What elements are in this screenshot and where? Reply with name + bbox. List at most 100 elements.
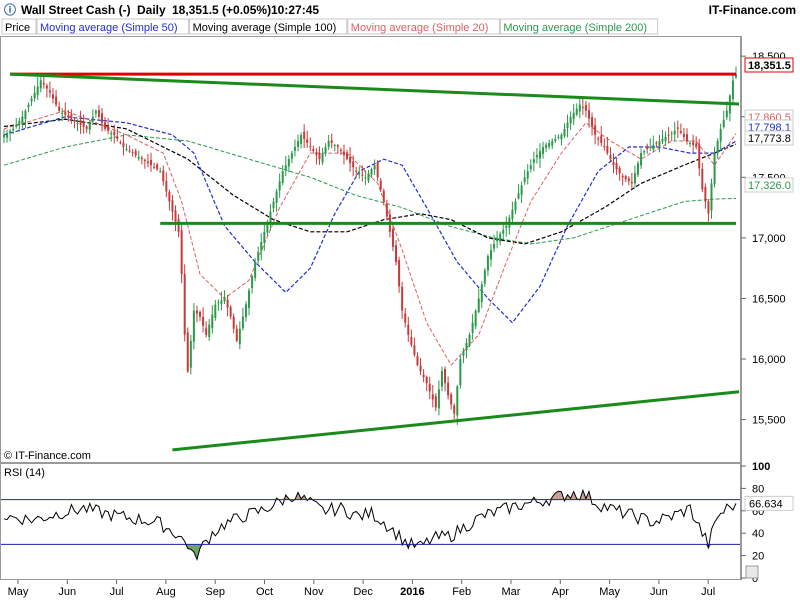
legend-item-1[interactable]: Moving average (Simple 50) [40,22,178,34]
candle-body [107,127,109,131]
candle-body [570,117,572,124]
legend-item-2[interactable]: Moving average (Simple 100) [193,22,337,34]
rsi-overbought-fill [558,491,561,499]
candle-body [52,94,54,98]
candle-body [322,153,324,162]
candle-body [594,125,596,135]
candle-body [392,229,394,247]
candle-body [496,238,498,241]
candle-body [383,191,385,202]
candle-body [24,111,26,119]
candle-body [668,135,670,136]
candle-body [456,386,458,415]
candle-body [181,230,183,274]
candle-body [260,242,262,251]
candle-body [168,192,170,202]
candle-body [625,176,627,179]
month-label-9: Feb [452,586,471,598]
candle-body [70,114,72,118]
candle-body [680,131,682,133]
candle-body [677,127,679,128]
candle-body [34,93,36,99]
candle-body [649,147,651,148]
candle-body [95,111,97,114]
candle-body [312,149,314,151]
svg-text:ⓘ: ⓘ [4,2,16,17]
candle-body [92,117,94,122]
candle-body [377,162,379,177]
candle-body [493,244,495,249]
candle-body [129,151,131,152]
candle-body [297,141,299,147]
candle-body [303,132,305,139]
candle-body [502,230,504,234]
candle-body [689,143,691,144]
candle-body [533,159,535,163]
candle-body [640,153,642,165]
candle-body [609,155,611,159]
candle-body [113,131,115,134]
candle-body [426,377,428,383]
candle-body [643,151,645,152]
legend-item-3[interactable]: Moving average (Simple 20) [351,22,489,34]
candle-body [441,371,443,387]
candle-body [122,143,124,147]
candle-body [328,141,330,147]
candle-body [545,145,547,148]
rsi-tick-label-1: 80 [752,483,764,495]
candle-body [637,163,639,175]
candle-body [367,173,369,181]
candle-body [196,311,198,314]
candle-body [603,146,605,147]
candle-body [655,143,657,144]
candle-body [153,167,155,168]
candle-body [358,173,360,174]
candle-body [631,182,633,184]
month-label-12: May [599,586,620,598]
month-label-11: Apr [552,586,569,598]
candle-body [55,97,57,105]
candle-body [453,405,455,413]
candle-body [233,317,235,329]
candle-body [585,105,587,111]
candle-body [61,113,63,114]
candle-body [147,162,149,164]
scroll-handle[interactable] [746,566,758,578]
candle-body [285,165,287,170]
candle-body [257,252,259,260]
legend-item-4[interactable]: Moving average (Simple 200) [503,22,647,34]
header-bar: ⓘ Wall Street Cash (-) Daily 18,351.5 (+… [4,2,796,17]
period-label: Daily [137,3,166,17]
month-label-6: Nov [304,586,324,598]
legend-item-0[interactable]: Price [5,22,30,34]
candle-body [450,394,452,404]
price-change-label: 18,351.5 (+0.05%) [172,3,271,17]
price-tick-label-3: 17,000 [752,233,786,245]
candle-body [588,110,590,119]
rsi-tick-label-3: 40 [752,528,764,540]
candle-body [217,302,219,303]
candle-body [21,117,23,124]
candle-body [478,298,480,312]
candle-body [340,150,342,151]
candle-body [116,137,118,139]
candle-body [101,113,103,123]
month-label-2: Jul [110,586,124,598]
candle-body [514,202,516,211]
candle-body [346,152,348,159]
candle-body [9,131,11,133]
candle-body [612,162,614,165]
candle-body [104,122,106,129]
info-icon[interactable]: ⓘ [4,2,16,17]
candle-body [6,133,8,138]
candle-body [563,129,565,136]
candle-body [628,178,630,181]
candle-body [551,141,553,146]
rsi-tick-label-4: 20 [752,551,764,563]
candle-body [337,145,339,147]
candle-body [469,335,471,346]
price-badge-4: 17,326.0 [748,180,791,192]
candle-body [404,313,406,322]
